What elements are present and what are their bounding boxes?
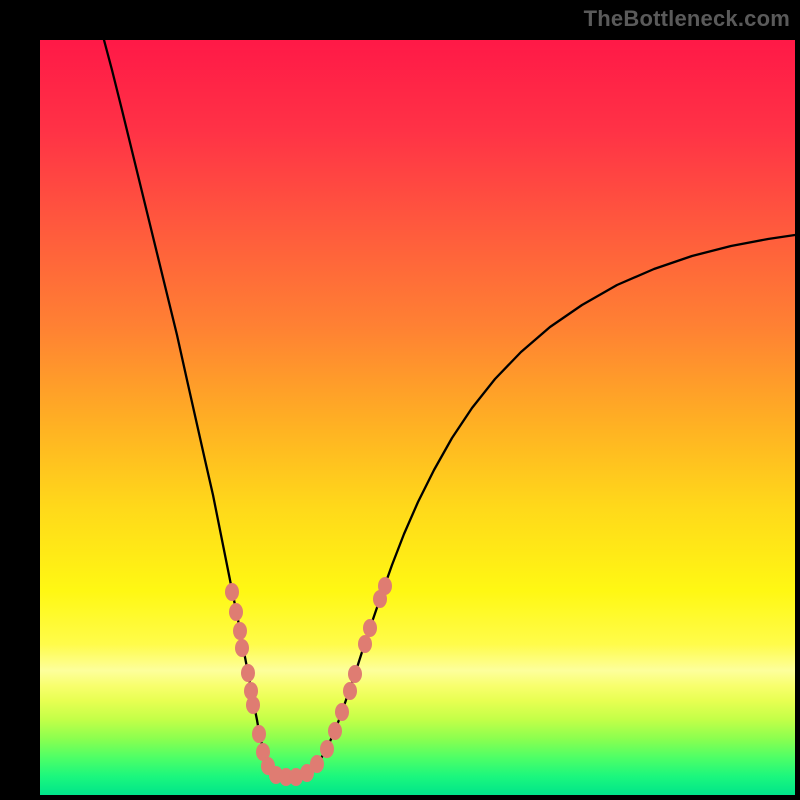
scatter-point (241, 664, 255, 682)
plot-area (40, 40, 795, 795)
watermark-label: TheBottleneck.com (584, 6, 790, 32)
scatter-point (233, 622, 247, 640)
scatter-series (225, 577, 392, 786)
scatter-point (310, 755, 324, 773)
scatter-point (328, 722, 342, 740)
scatter-point (320, 740, 334, 758)
scatter-point (363, 619, 377, 637)
scatter-point (335, 703, 349, 721)
scatter-point (343, 682, 357, 700)
scatter-point (348, 665, 362, 683)
curve-layer (40, 40, 795, 795)
scatter-point (229, 603, 243, 621)
curve-left-branch (104, 40, 288, 777)
chart-container: TheBottleneck.com (0, 0, 800, 800)
scatter-point (246, 696, 260, 714)
scatter-point (252, 725, 266, 743)
scatter-point (378, 577, 392, 595)
curve-right-branch (288, 235, 795, 777)
scatter-point (358, 635, 372, 653)
scatter-point (235, 639, 249, 657)
scatter-point (225, 583, 239, 601)
